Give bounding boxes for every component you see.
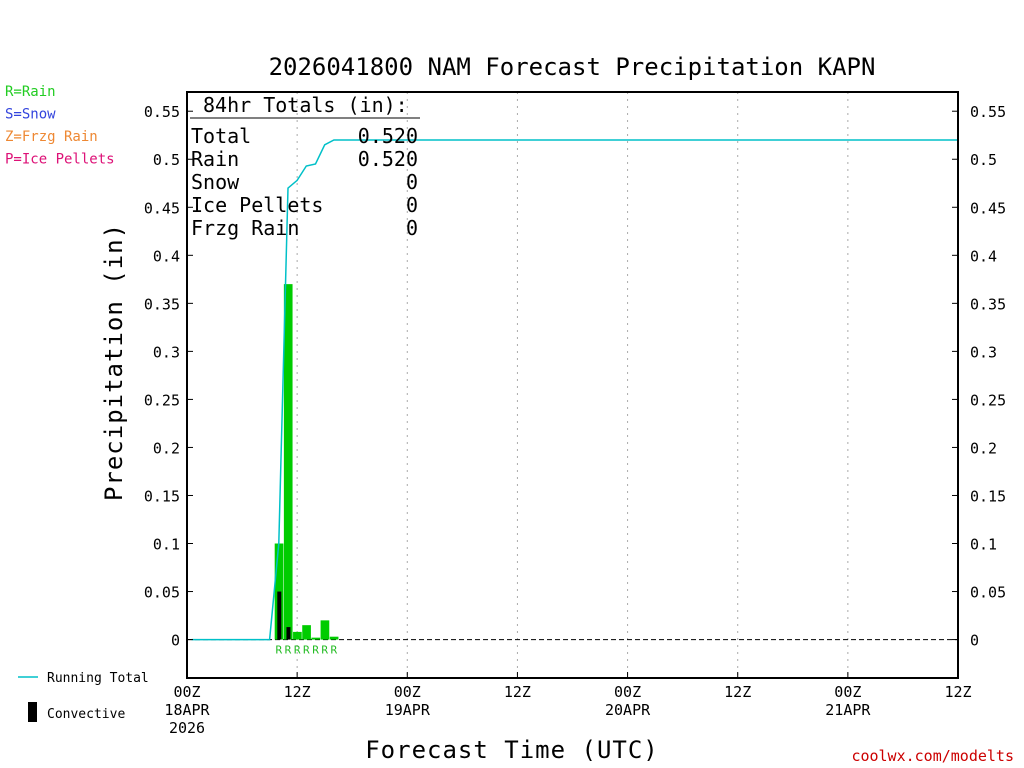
totals-row-label: Rain (191, 147, 239, 171)
y-tick-label-right: 0.15 (970, 487, 1006, 505)
y-tick-label-left: 0.4 (153, 247, 180, 265)
totals-row-value: 0 (406, 193, 418, 217)
y-tick-label-right: 0.3 (970, 343, 997, 361)
x-tick-label: 20APR (605, 701, 651, 719)
ptype-label: R (321, 644, 328, 657)
x-tick-label: 00Z (614, 683, 641, 701)
convective-bar (277, 591, 282, 640)
grid-lines (296, 92, 849, 678)
y-tick-label-left: 0.45 (144, 199, 180, 217)
credit-text: coolwx.com/modelts (851, 747, 1014, 765)
y-axis-right: 0 0.05 0.1 0.15 0.2 0.25 0.3 0.35 0.4 0.45 0.5 0.55 (952, 103, 1006, 650)
y-tick-label-left: 0.35 (144, 295, 180, 313)
ptype-label: R (275, 644, 282, 657)
totals-row-label: Total (191, 124, 251, 148)
totals-box: 84hr Totals (in): Total 0.520 Rain 0.520 Snow… (190, 93, 420, 240)
x-tick-label: 12Z (724, 683, 751, 701)
ptype-legend-item: P=Ice Pellets (5, 152, 115, 168)
ptype-label: R (294, 644, 301, 657)
convective-legend-label: Convective (47, 707, 125, 722)
y-tick-label-left: 0 (171, 632, 180, 650)
x-tick-label: 21APR (825, 701, 871, 719)
y-tick-label-right: 0.45 (970, 199, 1006, 217)
x-axis-title: Forecast Time (UTC) (365, 736, 659, 764)
rain-bar (311, 637, 321, 640)
y-tick-label-left: 0.15 (144, 487, 180, 505)
rain-bar (329, 636, 339, 640)
totals-row-label: Frzg Rain (191, 216, 299, 240)
running-total-group (191, 139, 958, 641)
convective-bar (286, 627, 291, 640)
ptype-legend-item: R=Rain (5, 84, 56, 100)
y-tick-label-right: 0.4 (970, 247, 997, 265)
y-axis-left: 0 0.05 0.1 0.15 0.2 0.25 0.3 0.35 0.4 0.45 0.5 0.55 (144, 103, 193, 650)
totals-row-label: Snow (191, 170, 240, 194)
ptype-legend: R=Rain S=Snow Z=Frzg Rain P=Ice Pellets (5, 84, 115, 168)
y-tick-label-right: 0.25 (970, 391, 1006, 409)
x-tick-label: 12Z (504, 683, 531, 701)
x-tick-label: 00Z (173, 683, 200, 701)
y-tick-label-right: 0.5 (970, 151, 997, 169)
ptype-label: R (285, 644, 292, 657)
y-axis-title: Precipitation (in) (100, 223, 128, 501)
totals-row-value: 0.520 (358, 147, 418, 171)
chart-title: 2026041800 NAM Forecast Precipitation KA… (269, 53, 876, 81)
x-tick-label: 00Z (394, 683, 421, 701)
convective-legend-swatch (28, 702, 37, 722)
y-tick-label-left: 0.3 (153, 343, 180, 361)
ptype-legend-item: S=Snow (5, 107, 56, 123)
y-tick-label-right: 0 (970, 632, 979, 650)
x-tick-label: 12Z (284, 683, 311, 701)
x-tick-label: 2026 (169, 719, 205, 737)
bottom-legend: Running Total Convective (18, 671, 149, 722)
y-tick-label-right: 0.1 (970, 536, 997, 554)
totals-row-value: 0 (406, 216, 418, 240)
y-tick-label-left: 0.05 (144, 584, 180, 602)
y-tick-label-left: 0.5 (153, 151, 180, 169)
rain-bar (283, 284, 293, 640)
bars (274, 284, 339, 640)
ptype-label: R (312, 644, 319, 657)
x-tick-label: 18APR (164, 701, 210, 719)
ptype-label: R (303, 644, 310, 657)
rain-bar (320, 620, 330, 640)
x-tick-label: 00Z (834, 683, 861, 701)
y-tick-label-left: 0.2 (153, 439, 180, 457)
y-tick-label-right: 0.55 (970, 103, 1006, 121)
y-tick-label-right: 0.2 (970, 439, 997, 457)
ptype-label: R (331, 644, 338, 657)
rain-bar (293, 631, 302, 640)
y-tick-label-left: 0.25 (144, 391, 180, 409)
running-total-line (191, 139, 958, 641)
y-tick-label-left: 0.1 (153, 536, 180, 554)
y-tick-label-right: 0.35 (970, 295, 1006, 313)
totals-heading: 84hr Totals (in): (203, 93, 408, 117)
x-tick-label: 19APR (385, 701, 431, 719)
x-tick-label: 12Z (944, 683, 971, 701)
y-tick-label-left: 0.55 (144, 103, 180, 121)
plot-frame (186, 91, 959, 679)
rain-bar (302, 625, 311, 640)
running-total-legend-label: Running Total (47, 671, 149, 686)
totals-row-value: 0.520 (358, 124, 418, 148)
y-tick-label-right: 0.05 (970, 584, 1006, 602)
ptype-legend-item: Z=Frzg Rain (5, 129, 98, 145)
totals-row-label: Ice Pellets (191, 193, 323, 217)
totals-row-value: 0 (406, 170, 418, 194)
